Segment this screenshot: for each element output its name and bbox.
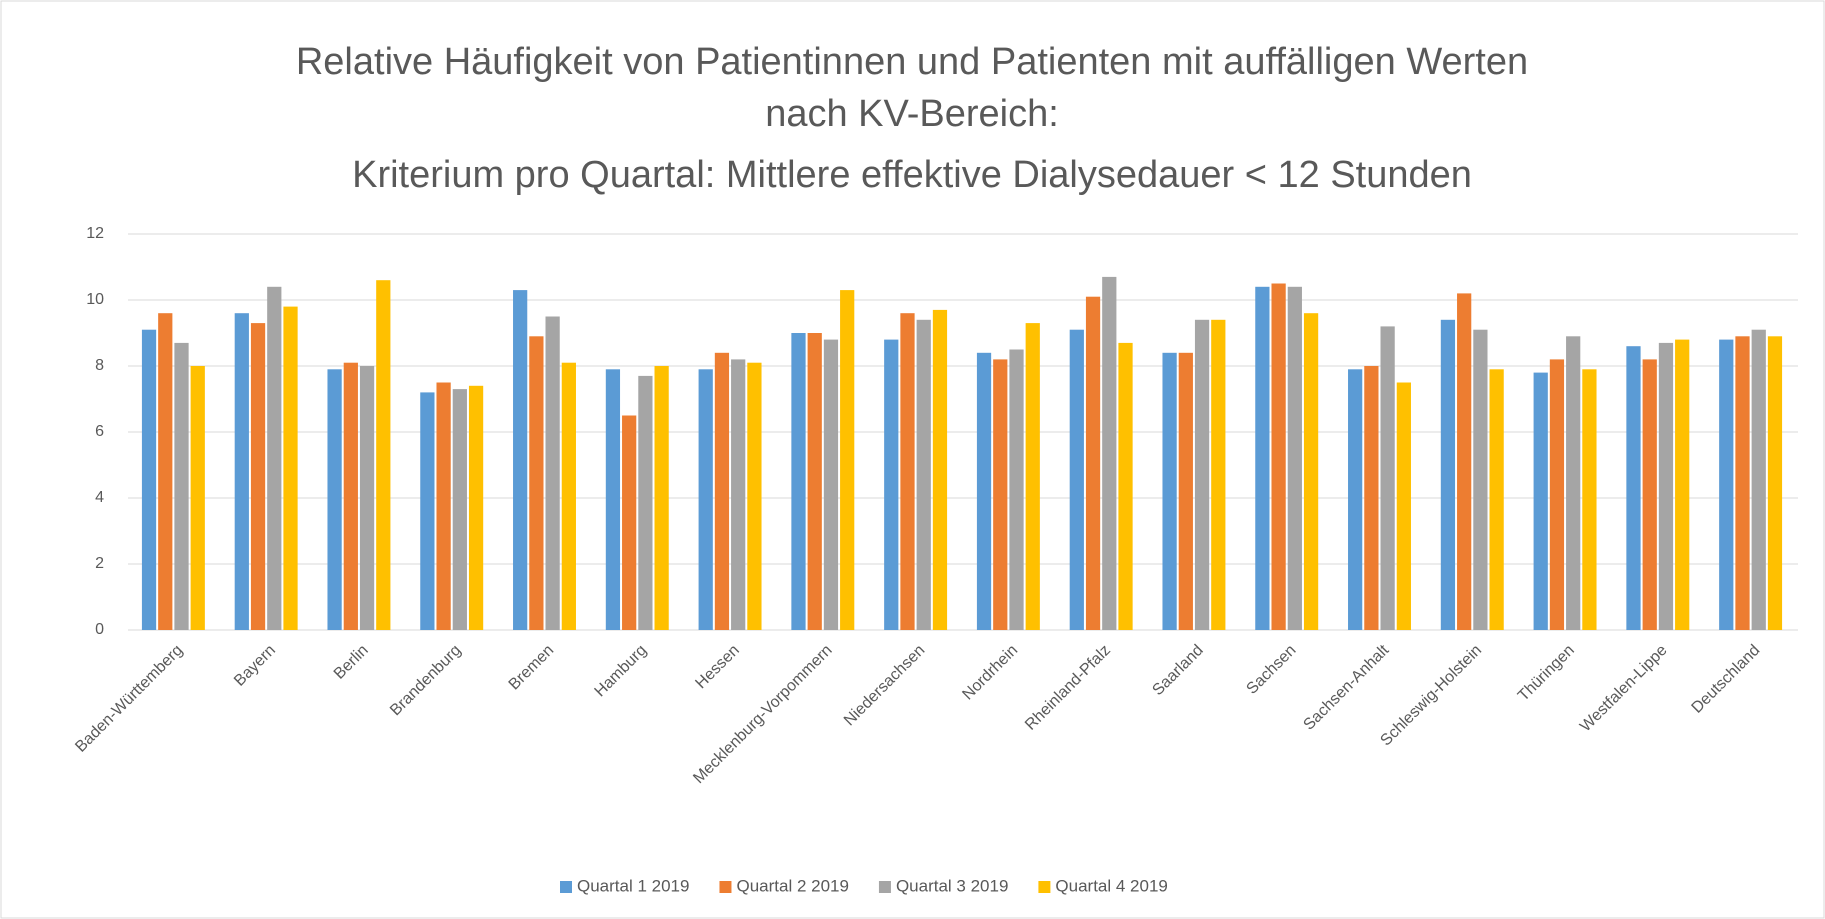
chart-title: Relative Häufigkeit von Patientinnen und… (296, 41, 1528, 83)
bar (1287, 286, 1302, 630)
chart-title: nach KV-Bereich: (765, 93, 1059, 135)
bar (436, 382, 451, 630)
legend-label: Quartal 1 2019 (577, 876, 689, 895)
bar (1751, 329, 1766, 630)
bar (1303, 313, 1319, 630)
y-tick-label: 6 (95, 423, 104, 440)
legend-swatch (719, 881, 732, 893)
legend-label: Quartal 2 2019 (736, 876, 848, 895)
bar (1118, 342, 1133, 630)
bar (1348, 369, 1363, 630)
bar (1566, 336, 1581, 630)
bar (1626, 346, 1641, 630)
bar (420, 392, 435, 630)
bar (452, 389, 467, 630)
bar (823, 339, 839, 630)
bar (622, 415, 637, 630)
bar (605, 369, 621, 630)
bar (1069, 329, 1084, 630)
bar (545, 316, 560, 630)
bar (158, 313, 173, 630)
bar (916, 319, 931, 630)
bar (698, 369, 713, 630)
legend-label: Quartal 3 2019 (896, 876, 1008, 895)
bar (343, 362, 358, 630)
legend-label: Quartal 4 2019 (1055, 876, 1167, 895)
bar (561, 362, 576, 630)
bar (250, 323, 266, 630)
bar (1364, 366, 1379, 630)
legend-swatch (560, 881, 572, 893)
bar (359, 366, 375, 630)
bar (993, 359, 1008, 630)
bar (654, 366, 669, 630)
bar (731, 359, 746, 630)
bar (840, 290, 855, 630)
y-tick-label: 4 (95, 489, 104, 506)
bar (1719, 339, 1734, 630)
bar (1162, 352, 1177, 630)
bar (1457, 293, 1472, 630)
y-tick-label: 8 (95, 357, 104, 374)
y-tick-label: 2 (95, 555, 104, 572)
bar (747, 362, 762, 630)
bar (1642, 359, 1657, 630)
bar (807, 333, 822, 630)
bar (376, 280, 391, 630)
bar (1396, 382, 1411, 630)
bar (714, 352, 730, 630)
bar (1440, 319, 1456, 630)
bar (327, 369, 342, 630)
bar (1767, 336, 1783, 630)
bar (1658, 342, 1674, 630)
bar (468, 385, 484, 630)
bar (190, 366, 205, 630)
bar (900, 313, 915, 630)
legend-swatch (1038, 881, 1051, 893)
bar (513, 290, 528, 630)
bar (1009, 349, 1024, 630)
bar (1549, 359, 1565, 630)
bar (234, 313, 249, 630)
bar (1211, 319, 1226, 630)
chart-title: Kriterium pro Quartal: Mittlere effektiv… (352, 154, 1472, 196)
bar (267, 286, 282, 630)
legend-swatch (878, 881, 891, 893)
bar (638, 375, 653, 630)
bar (1025, 323, 1040, 630)
y-tick-label: 12 (86, 225, 104, 242)
bar (932, 309, 948, 630)
bar (1255, 286, 1270, 630)
bar (141, 329, 157, 630)
bar (1735, 336, 1750, 630)
bar (791, 333, 806, 630)
bar (1473, 329, 1488, 630)
bar (1380, 326, 1395, 630)
bar (1194, 319, 1210, 630)
y-tick-label: 0 (95, 621, 104, 638)
bar (1102, 276, 1117, 630)
bar (1271, 283, 1286, 630)
bar (529, 336, 544, 630)
bar (1489, 369, 1504, 630)
bar (1178, 352, 1193, 630)
y-tick-label: 10 (86, 291, 104, 308)
bar (1085, 296, 1101, 630)
bar (174, 342, 189, 630)
bar (884, 339, 899, 630)
bar (283, 306, 298, 630)
bar (1533, 372, 1548, 630)
bar (976, 352, 992, 630)
bar (1675, 339, 1690, 630)
bar (1582, 369, 1597, 630)
